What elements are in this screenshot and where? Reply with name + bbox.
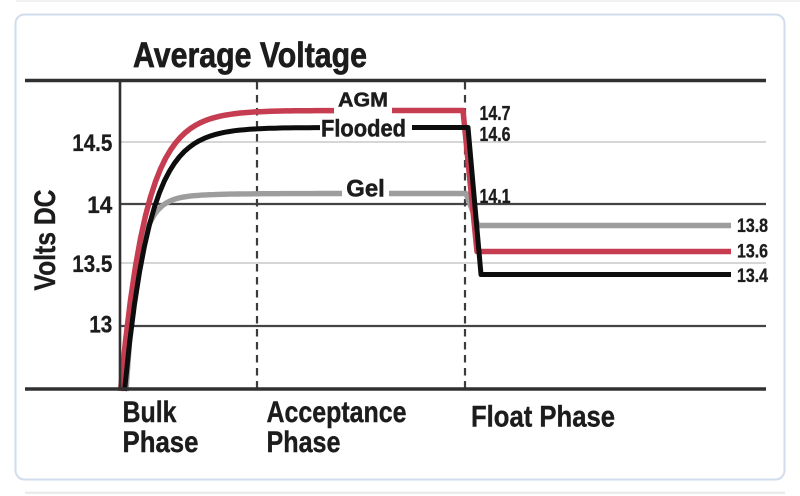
svg-text:13.6: 13.6 — [737, 242, 768, 263]
svg-text:13: 13 — [89, 312, 112, 339]
svg-text:13.8: 13.8 — [737, 216, 768, 237]
svg-text:Bulk: Bulk — [123, 396, 177, 429]
svg-text:14.6: 14.6 — [480, 124, 511, 146]
svg-text:13.5: 13.5 — [72, 251, 112, 278]
svg-text:Volts DC: Volts DC — [29, 190, 62, 291]
svg-text:14: 14 — [87, 192, 113, 219]
svg-text:Average Voltage: Average Voltage — [133, 36, 367, 75]
svg-text:Phase: Phase — [123, 426, 199, 459]
svg-text:13.4: 13.4 — [737, 266, 768, 287]
svg-text:14.1: 14.1 — [480, 186, 511, 208]
svg-text:14.5: 14.5 — [72, 130, 112, 157]
svg-text:Gel: Gel — [346, 176, 385, 203]
svg-text:AGM: AGM — [338, 90, 388, 112]
svg-text:Flooded: Flooded — [321, 116, 406, 143]
svg-text:Float Phase: Float Phase — [471, 401, 615, 434]
svg-text:Phase: Phase — [267, 426, 341, 459]
svg-text:Acceptance: Acceptance — [267, 396, 407, 429]
svg-text:14.7: 14.7 — [480, 103, 511, 125]
